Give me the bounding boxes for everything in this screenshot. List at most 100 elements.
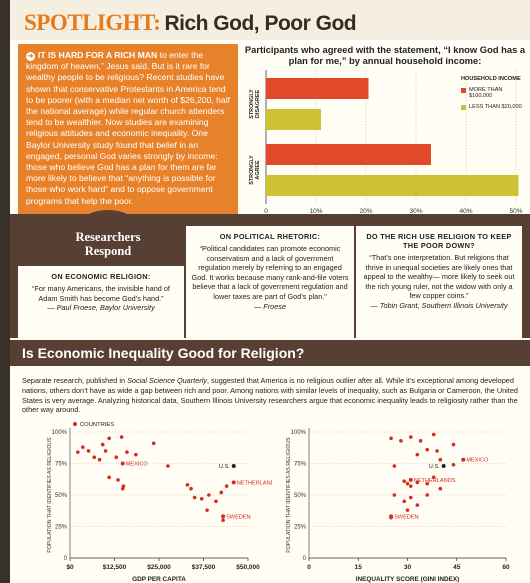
bar-disagree-less — [266, 109, 321, 130]
scatter-point — [435, 449, 439, 453]
scatter-ytick-label: 50% — [294, 493, 307, 499]
scatter-ytick-label: 50% — [55, 493, 68, 499]
scatter-point — [224, 484, 229, 488]
scatter-point — [119, 435, 124, 439]
scatter-point — [425, 481, 429, 486]
quote-heading: ON POLITICAL RHETORIC: — [219, 232, 321, 241]
legend-label-more: MORE THAN $100,000 — [469, 86, 503, 100]
scatter-ytick-label: 100% — [291, 430, 307, 436]
scatter-xtick-label: $50,000 — [236, 564, 260, 571]
bar-category-label: STRONGLYDISAGREE — [249, 89, 261, 119]
quote-economic-religion: ON ECONOMIC RELIGION: “For many American… — [18, 266, 184, 338]
scatter-xtick-label: $12,500 — [103, 564, 127, 571]
scatter-xtick-label: 60 — [502, 564, 510, 571]
arrow-right-icon: ➜ — [26, 52, 35, 61]
quote-political-rhetoric: ON POLITICAL RHETORIC: “Political candid… — [186, 226, 354, 338]
scatter-point — [431, 432, 436, 437]
scatter-point — [408, 435, 413, 439]
bar-category-label: STRONGLYAGREE — [249, 155, 261, 185]
scatter-point — [86, 449, 91, 453]
scatter-point — [214, 499, 218, 504]
scatter-point — [76, 450, 80, 454]
badge-line-2: Respond — [84, 244, 132, 258]
scatter-point — [81, 445, 85, 449]
bar-agree-less — [266, 175, 519, 196]
scatter-point — [418, 439, 423, 443]
quote-heading: ON ECONOMIC RELIGION: — [51, 272, 151, 281]
scatter-x-label: GDP PER CAPITA — [132, 576, 186, 583]
scatter-country-label: NETHERLANDS — [237, 480, 272, 486]
scatter-x-label: INEQUALITY SCORE (GINI INDEX) — [356, 576, 460, 583]
scatter-point — [189, 486, 193, 491]
scatter-point — [192, 495, 197, 500]
scatter-point — [207, 493, 211, 497]
scatter-point — [415, 503, 420, 507]
bar-chart-title: Participants who agreed with the stateme… — [244, 44, 526, 66]
scatter-point — [431, 475, 436, 480]
legend-swatch-more — [461, 87, 466, 93]
scatter-country-label: SWEDEN — [226, 514, 251, 520]
scatter-point — [402, 479, 407, 483]
page-edge — [0, 0, 10, 583]
scatter-point — [134, 452, 138, 457]
scatter-point — [438, 457, 443, 462]
scatter-labeled-point — [389, 514, 394, 519]
bar-tick-label: 10% — [309, 208, 322, 215]
badge-line-1: Researchers — [75, 230, 141, 244]
scatter-point — [100, 442, 105, 447]
scatter-point — [438, 486, 443, 491]
scatter-labeled-point — [231, 480, 236, 485]
bar-tick-label: 50% — [509, 208, 522, 215]
scatter-point — [392, 493, 397, 497]
scatter-point — [405, 508, 410, 512]
scatter-labeled-point — [461, 457, 466, 462]
intro-lead: IT IS HARD FOR A RICH MAN — [38, 50, 158, 60]
scatter-point — [103, 449, 108, 453]
gdp-scatter-chart: 0 25% 50% 75% 100% $0 $12,500 $25,000 $37,500 $50… — [47, 422, 272, 583]
scatter-ytick-label: 100% — [52, 430, 68, 436]
quote-body: “Political candidates can promote econom… — [191, 244, 349, 301]
scatter-y-label: POPULATION THAT IDENTIFIES AS RELIGIOUS — [286, 437, 292, 553]
scatter-point — [107, 436, 111, 441]
intro-text: to enter the kingdom of heaven,” Jesus s… — [26, 50, 230, 206]
scatter-point — [107, 475, 111, 480]
inequality-body: Separate research, published in Social S… — [22, 376, 522, 415]
scatter-point — [415, 480, 420, 485]
quote-attribution: — Paul Froese, Baylor University — [47, 303, 155, 313]
quote-body: “That’s one interpretation. But religion… — [363, 253, 515, 301]
scatter-point — [120, 486, 125, 491]
scatter-point — [408, 484, 413, 488]
scatter-point — [185, 483, 190, 487]
inequality-body-end: , suggested that America is no religious… — [22, 376, 518, 415]
scatter-xtick-label: 15 — [355, 564, 363, 571]
scatter-point — [402, 499, 407, 504]
quote-rich-religion: DO THE RICH USE RELIGION TO KEEP THE POO… — [356, 226, 522, 338]
scatter-ytick-label: 75% — [294, 462, 307, 468]
bar-tick-label: 30% — [409, 208, 422, 215]
scatter-point — [451, 462, 456, 467]
scatter-country-label: U.S. — [429, 464, 440, 470]
scatter-country-label: MEXICO — [126, 462, 149, 468]
scatter-y-label: POPULATION THAT IDENTIFIES AS RELIGIOUS — [47, 437, 53, 553]
scatter-point — [399, 439, 403, 443]
bar-chart-svg: 0 10% 20% 30% 40% 50% STRONGLYDISAGREE STRONGLY… — [249, 70, 523, 215]
scatter-xtick-label: 45 — [453, 564, 461, 571]
spotlight-banner — [10, 0, 530, 40]
bar-disagree-more — [266, 78, 369, 99]
scatter-country-label: SWEDEN — [394, 514, 419, 520]
scatter-point — [219, 490, 224, 495]
scatter-ytick-label: 25% — [294, 525, 307, 531]
scatter-point — [205, 508, 209, 512]
scatter-point — [451, 442, 456, 447]
quote-body: “For many Americans, the invisible hand … — [32, 284, 170, 303]
scatter-point — [116, 478, 120, 482]
scatter-legend-swatch — [73, 422, 77, 426]
scatter-legend-label: COUNTRIES — [80, 422, 114, 428]
legend-item-less: LESS THAN $20,000 — [461, 104, 525, 111]
journal-name: Social Science Quarterly — [127, 376, 207, 385]
scatter-labeled-point — [120, 461, 125, 466]
scatter-country-label: U.S. — [219, 464, 230, 470]
quote-attribution: — Froese — [253, 301, 287, 311]
scatter-xtick-label: $25,000 — [147, 564, 171, 571]
spotlight-title: Rich God, Poor God — [164, 12, 357, 35]
